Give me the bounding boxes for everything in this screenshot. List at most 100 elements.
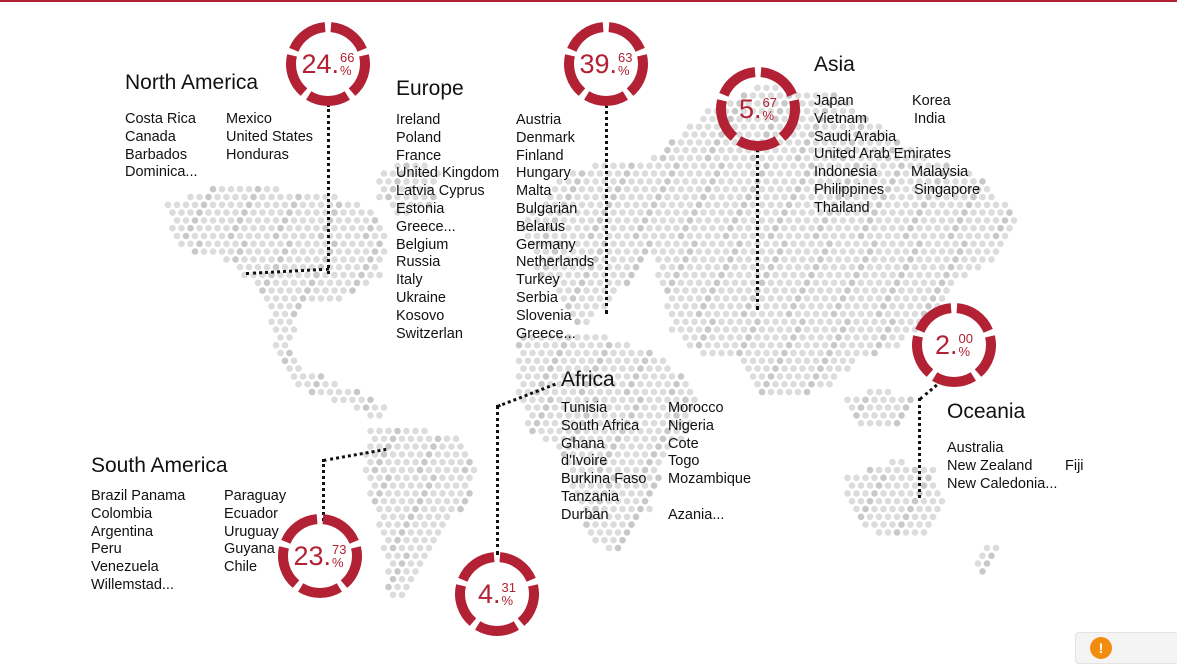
- map-dot: [983, 217, 991, 224]
- map-dot: [299, 295, 307, 302]
- donut-segment: [322, 514, 359, 544]
- notification-widget[interactable]: !: [1075, 632, 1177, 664]
- map-dot: [646, 427, 653, 435]
- map-dot: [659, 451, 667, 458]
- country-item: Estonia: [396, 200, 445, 217]
- map-dot: [425, 529, 433, 536]
- map-dot: [340, 271, 347, 279]
- map-dot: [727, 271, 734, 279]
- map-dot: [799, 162, 806, 170]
- map-dot: [839, 263, 847, 271]
- percent-int: 2.: [935, 329, 958, 360]
- map-dot: [902, 295, 910, 302]
- map-dot: [367, 224, 374, 232]
- map-dot: [830, 139, 838, 146]
- map-dot: [853, 396, 860, 404]
- map-dot: [830, 310, 838, 318]
- map-dot: [803, 232, 811, 240]
- map-dot: [376, 271, 383, 279]
- map-dot: [353, 279, 361, 287]
- map-dot: [407, 185, 415, 193]
- map-dot: [776, 185, 784, 193]
- alert-icon[interactable]: !: [1090, 637, 1112, 659]
- map-dot: [412, 490, 419, 497]
- map-dot: [610, 287, 617, 294]
- map-dot: [745, 302, 752, 310]
- map-dot: [592, 224, 599, 232]
- map-dot: [893, 419, 901, 427]
- map-dot: [421, 162, 428, 170]
- map-dot: [421, 427, 428, 435]
- map-dot: [700, 162, 707, 170]
- map-dot: [556, 193, 563, 201]
- map-dot: [664, 396, 671, 404]
- map-dot: [893, 482, 901, 489]
- map-dot: [862, 271, 869, 279]
- map-dot: [835, 178, 842, 185]
- map-dot: [250, 271, 257, 279]
- map-dot: [947, 248, 955, 255]
- map-dot: [277, 256, 284, 263]
- map-dot: [808, 287, 815, 294]
- region-title: North America: [125, 71, 259, 94]
- map-dot: [542, 357, 550, 365]
- map-dot: [574, 490, 581, 497]
- map-dot: [259, 287, 266, 294]
- map-dot: [299, 263, 307, 271]
- donut-segment: [915, 303, 952, 333]
- map-dot: [682, 302, 689, 310]
- map-dot: [457, 505, 464, 513]
- leader-europe: [605, 104, 608, 314]
- map-dot: [938, 295, 946, 302]
- map-dot: [821, 123, 829, 131]
- map-dot: [938, 279, 946, 287]
- map-dot: [610, 365, 617, 372]
- map-dot: [839, 170, 847, 177]
- map-dot: [839, 310, 847, 318]
- map-dot: [560, 357, 568, 365]
- map-dot: [533, 341, 541, 349]
- map-dot: [691, 178, 698, 185]
- map-dot: [763, 84, 770, 92]
- map-dot: [902, 466, 910, 474]
- map-dot: [659, 154, 667, 162]
- map-dot: [835, 100, 842, 107]
- map-dot: [745, 162, 752, 170]
- map-dot: [898, 287, 905, 294]
- map-dot: [749, 232, 757, 240]
- map-dot: [907, 178, 914, 185]
- map-dot: [416, 170, 424, 177]
- map-dot: [668, 388, 676, 396]
- donut-ring: [455, 552, 539, 636]
- map-dot: [380, 513, 388, 521]
- map-dot: [871, 256, 878, 263]
- map-dot: [358, 256, 365, 263]
- map-dot: [875, 248, 883, 255]
- map-dot: [578, 482, 586, 489]
- donut-segment: [584, 91, 628, 106]
- map-dot: [299, 248, 307, 255]
- map-dot: [214, 240, 221, 248]
- map-dot: [749, 341, 757, 349]
- map-dot: [794, 170, 802, 177]
- map-dot: [434, 529, 442, 536]
- map-dot: [727, 224, 734, 232]
- map-dot: [808, 380, 815, 388]
- map-dot: [578, 279, 586, 287]
- map-dot: [394, 505, 401, 513]
- map-dot: [934, 505, 941, 513]
- map-dot: [398, 497, 406, 505]
- map-dot: [974, 232, 982, 240]
- region-title: Europe: [396, 77, 464, 100]
- map-dot: [461, 497, 469, 505]
- map-dot: [623, 185, 631, 193]
- map-dot: [232, 209, 239, 216]
- map-dot: [173, 232, 181, 240]
- map-dot: [673, 271, 680, 279]
- country-item: Latvia Cyprus: [396, 183, 485, 200]
- map-dot: [790, 287, 797, 294]
- map-dot: [371, 435, 379, 443]
- donut-segment: [932, 372, 976, 387]
- map-dot: [394, 536, 401, 544]
- map-dot: [839, 107, 847, 115]
